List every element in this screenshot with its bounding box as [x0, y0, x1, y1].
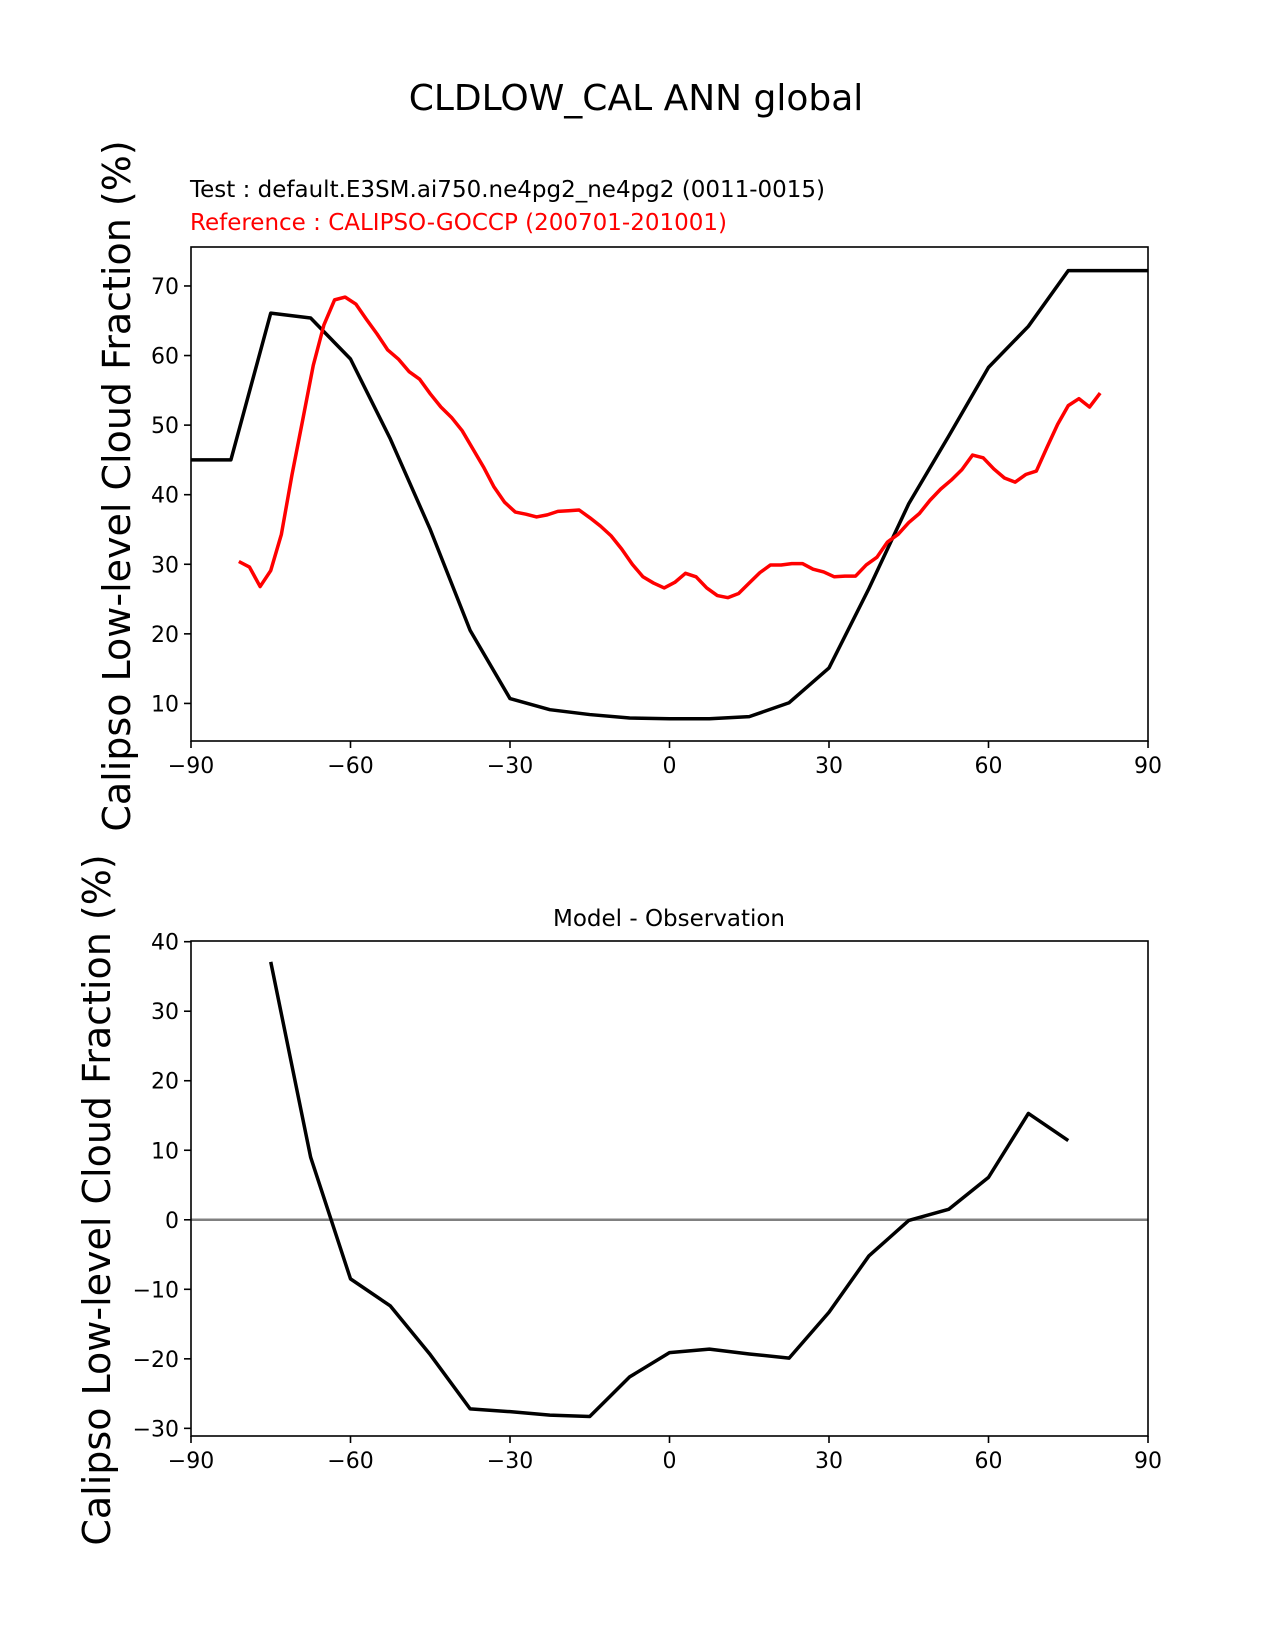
- y-tick-label: 30: [151, 553, 179, 578]
- bottom-y-axis-label: Calipso Low-level Cloud Fraction (%): [75, 854, 119, 1545]
- x-tick-label: −60: [327, 754, 373, 779]
- reference-series-line: [238, 295, 1102, 600]
- y-tick-label: 20: [151, 1070, 179, 1095]
- x-tick-label: 60: [975, 754, 1003, 779]
- figure-title: CLDLOW_CAL ANN global: [409, 78, 864, 119]
- x-tick-label: 30: [815, 754, 843, 779]
- bottom-panel-title: Model - Observation: [553, 906, 785, 932]
- x-tick-label: −30: [487, 754, 533, 779]
- top-plot-area: −90 −60 −30 0 30 60 90 10 20 30 40 50 60 70: [151, 246, 1162, 779]
- bottom-plot-area: −90 −60 −30 0 30 60 90 −30 −20 −10 0 10 20 30 40: [133, 931, 1162, 1474]
- y-tick-label: 0: [165, 1209, 179, 1234]
- x-tick-label: 30: [815, 1449, 843, 1474]
- y-tick-label: 10: [151, 1139, 179, 1164]
- test-subtitle: Test : default.E3SM.ai750.ne4pg2_ne4pg2 …: [189, 177, 825, 203]
- plot-frame: [190, 940, 1149, 1437]
- x-tick-label: 0: [663, 1449, 677, 1474]
- y-tick-label: −30: [133, 1417, 179, 1442]
- bottom-panel: Model - Observation −90 −60 −30 0 30 60 90−30−…: [75, 854, 1162, 1545]
- x-tick-label: 60: [975, 1449, 1003, 1474]
- x-tick-label: −90: [168, 754, 214, 779]
- y-tick-label: 30: [151, 1000, 179, 1025]
- y-tick-label: 60: [151, 345, 179, 370]
- y-tick-label: −10: [133, 1278, 179, 1303]
- y-tick-label: 40: [151, 931, 179, 956]
- reference-subtitle: Reference : CALIPSO-GOCCP (200701-201001…: [190, 210, 727, 236]
- x-tick-label: −30: [487, 1449, 533, 1474]
- test-series-line: [191, 268, 1148, 721]
- x-tick-label: −90: [168, 1449, 214, 1474]
- top-y-axis-label: Calipso Low-level Cloud Fraction (%): [95, 140, 139, 831]
- difference-series-line: [269, 961, 1070, 1419]
- y-tick-label: 10: [151, 692, 179, 717]
- top-panel: Test : default.E3SM.ai750.ne4pg2_ne4pg2 …: [95, 140, 1162, 831]
- y-tick-label: −20: [133, 1348, 179, 1373]
- x-tick-label: 90: [1134, 754, 1162, 779]
- x-tick-label: 90: [1134, 1449, 1162, 1474]
- y-tick-label: 70: [151, 275, 179, 300]
- y-tick-label: 50: [151, 414, 179, 439]
- x-tick-label: 0: [663, 754, 677, 779]
- y-tick-label: 40: [151, 484, 179, 509]
- plot-frame: [190, 246, 1149, 742]
- x-tick-label: −60: [327, 1449, 373, 1474]
- y-tick-label: 20: [151, 623, 179, 648]
